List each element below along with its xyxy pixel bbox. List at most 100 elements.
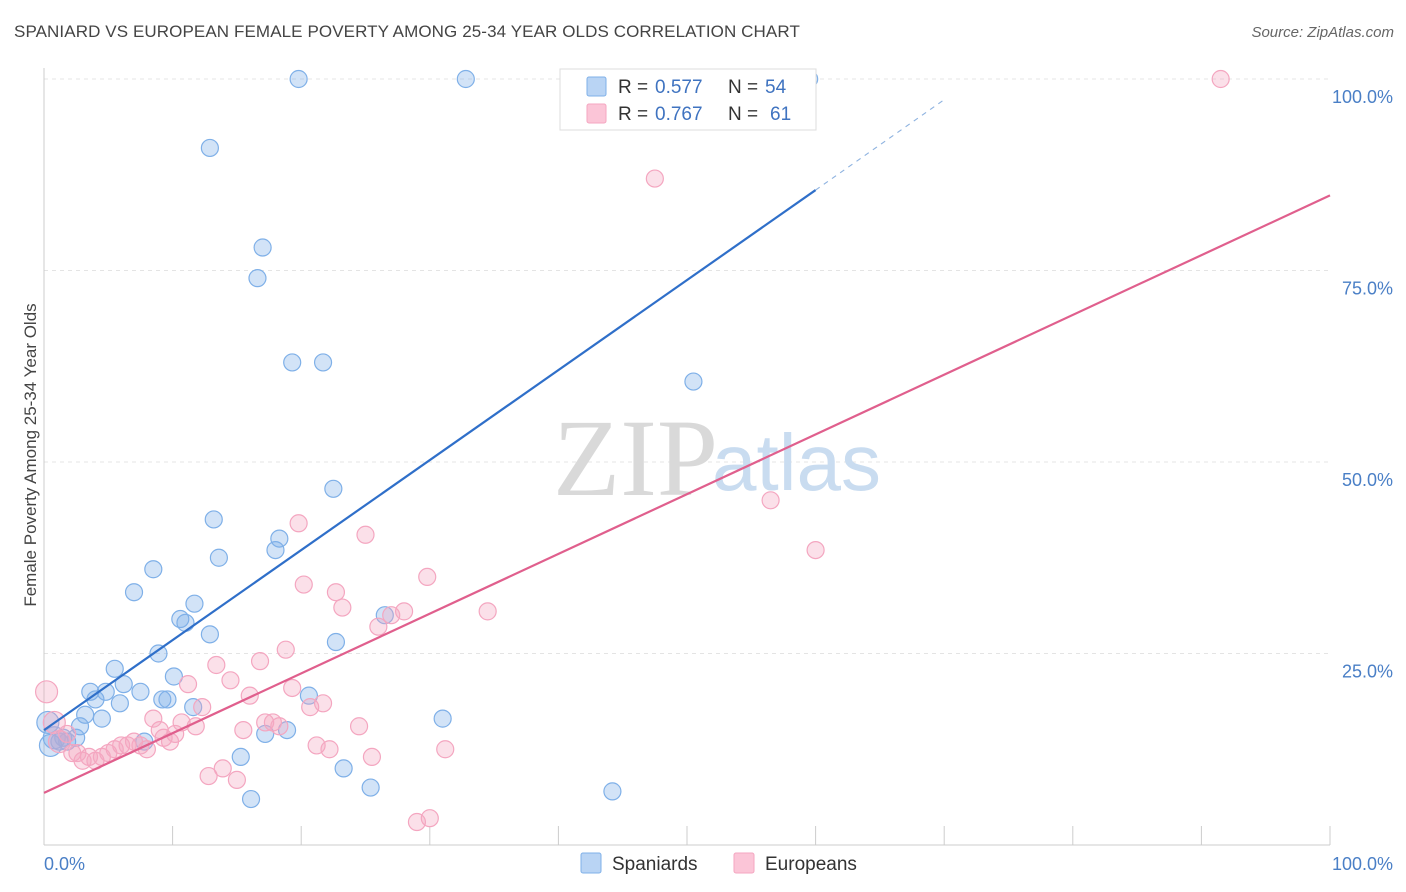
- spaniards-point-33: [241, 789, 261, 809]
- spaniards-point-46: [334, 759, 353, 778]
- europeans-point-23: [178, 675, 198, 694]
- europeans-point-46: [333, 598, 352, 617]
- legend-r-label-1: R =: [618, 77, 648, 98]
- axes: [43, 68, 1331, 846]
- europeans-point-0: [34, 680, 59, 704]
- spaniards-point-17: [131, 682, 150, 701]
- spaniards-point-30: [204, 510, 223, 529]
- europeans-point-57: [478, 602, 497, 621]
- y-tick-label-2: 75.0%: [1342, 279, 1393, 299]
- x-tick-label-1: 100.0%: [1332, 854, 1393, 874]
- legend-n-label-2: N =: [728, 104, 758, 125]
- spaniards-point-43: [313, 353, 333, 372]
- spaniards-point-0: [36, 710, 60, 735]
- europeans-point-17: [144, 709, 163, 728]
- series-legend-europeans: Europeans: [765, 854, 857, 875]
- europeans-point-29: [221, 671, 240, 690]
- europeans-point-58: [645, 169, 664, 188]
- europeans-point-45: [326, 583, 346, 602]
- spaniards-point-47: [361, 778, 380, 797]
- spaniards-point-22: [158, 690, 177, 709]
- watermark: ZIP atlas: [553, 397, 881, 519]
- tick-labels: 25.0% 50.0% 75.0% 100.0% 0.0% 100.0%: [44, 87, 1393, 874]
- spaniards-point-34: [248, 269, 267, 288]
- europeans-point-48: [356, 525, 375, 544]
- europeans-point-55: [420, 809, 439, 828]
- spaniards-point-11: [92, 709, 111, 728]
- europeans-point-30: [227, 770, 246, 789]
- europeans-point-26: [199, 766, 218, 786]
- europeans-point-38: [283, 678, 302, 698]
- europeans-point-37: [276, 640, 295, 659]
- europeans-point-61: [1211, 69, 1230, 89]
- spaniards-point-50: [456, 69, 475, 89]
- spaniards-point-53: [684, 372, 703, 391]
- spaniards-point-51: [603, 782, 622, 801]
- spaniards-point-44: [324, 479, 343, 498]
- spaniards-point-31: [209, 548, 228, 567]
- x-tick-label-0: 0.0%: [44, 854, 85, 874]
- spaniards-point-14: [110, 694, 129, 713]
- chart-title: SPANIARD VS EUROPEAN FEMALE POVERTY AMON…: [14, 22, 800, 41]
- europeans-point-47: [349, 717, 369, 736]
- europeans-point-43: [313, 694, 333, 713]
- europeans-point-39: [289, 514, 308, 533]
- series-legend-spaniards: Spaniards: [612, 854, 698, 875]
- spaniards-point-16: [124, 583, 144, 602]
- trend-lines: [43, 99, 1331, 794]
- spaniards-point-20: [149, 644, 168, 663]
- legend-r-label-2: R =: [618, 104, 648, 125]
- europeans-point-60: [806, 540, 825, 560]
- spaniards-point-32: [231, 747, 250, 767]
- spaniards-point-38: [270, 529, 289, 548]
- europeans-point-49: [362, 747, 382, 767]
- europeans-trend-line: [43, 194, 1331, 794]
- gridlines: [44, 78, 1330, 654]
- source-label: Source: ZipAtlas.com: [1251, 24, 1394, 41]
- europeans-point-56: [436, 740, 455, 759]
- series-legend-swatch-europeans: [733, 852, 755, 874]
- europeans-point-3: [58, 724, 77, 744]
- spaniards-point-26: [185, 594, 204, 613]
- spaniards-point-45: [326, 632, 346, 652]
- europeans-point-28: [213, 759, 232, 778]
- watermark-atlas: atlas: [712, 418, 881, 507]
- legend-swatch-europeans: [586, 103, 607, 124]
- watermark-zip: ZIP: [553, 397, 718, 519]
- legend-swatch-spaniards: [586, 76, 607, 97]
- europeans-point-34: [256, 713, 275, 732]
- y-tick-label-0: 25.0%: [1342, 662, 1393, 682]
- spaniards-trend-extension: [815, 99, 945, 191]
- spaniards-point-23: [164, 667, 183, 686]
- spaniards-point-8: [76, 705, 95, 724]
- spaniards-point-15: [114, 675, 133, 694]
- spaniards-point-19: [144, 560, 163, 579]
- europeans-point-54: [418, 567, 437, 587]
- europeans-point-59: [761, 491, 780, 510]
- legend-n-value-2: 61: [770, 104, 791, 125]
- y-tick-label-3: 100.0%: [1332, 87, 1393, 107]
- europeans-point-33: [250, 652, 270, 671]
- spaniards-point-49: [433, 709, 452, 728]
- legend-r-value-2: 0.767: [655, 104, 703, 125]
- europeans-point-36: [270, 717, 289, 736]
- europeans-point-40: [294, 575, 313, 594]
- spaniards-point-42: [299, 686, 319, 705]
- spaniards-point-13: [105, 659, 124, 678]
- europeans-point-52: [394, 602, 414, 621]
- europeans-point-44: [320, 740, 339, 759]
- europeans-point-50: [369, 617, 388, 636]
- spaniards-point-29: [200, 625, 219, 644]
- spaniards-point-21: [153, 690, 172, 709]
- legend-r-value-1: 0.577: [655, 77, 703, 98]
- y-tick-label-1: 50.0%: [1342, 470, 1393, 490]
- legend-n-label-1: N =: [728, 77, 758, 98]
- spaniards-point-40: [283, 353, 302, 372]
- spaniards-point-35: [253, 238, 272, 257]
- spaniards-point-37: [266, 540, 285, 560]
- spaniards-point-48: [375, 606, 394, 625]
- y-axis-title: Female Poverty Among 25-34 Year Olds: [21, 303, 40, 606]
- series-legend: Spaniards Europeans: [580, 852, 857, 875]
- europeans-point-31: [234, 720, 253, 740]
